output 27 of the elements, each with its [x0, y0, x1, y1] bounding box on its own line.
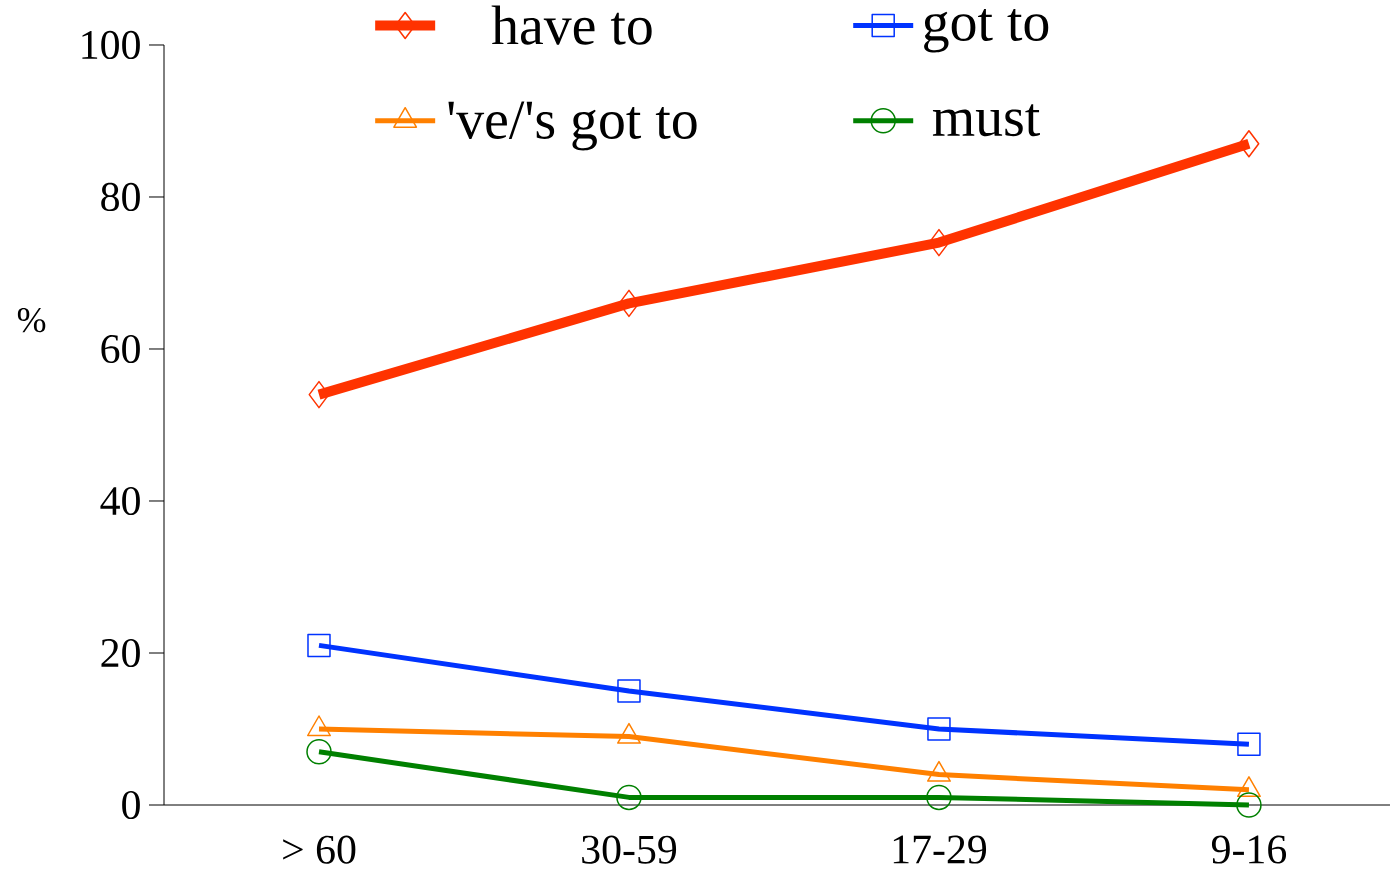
x-tick-label: > 60	[283, 835, 356, 864]
point	[306, 739, 332, 765]
x-tick-label: 9-16	[1211, 835, 1287, 864]
point	[926, 784, 952, 811]
point	[617, 679, 641, 703]
y-axis-title: %	[17, 307, 46, 333]
legend-label: have to	[491, 5, 652, 45]
point	[1238, 130, 1260, 158]
point	[927, 717, 951, 741]
point	[928, 228, 950, 257]
point	[307, 633, 331, 658]
point	[1237, 732, 1261, 756]
y-tick-label: 60	[101, 334, 140, 364]
legend-label: got to	[924, 9, 1049, 53]
y-tick-label: 100	[82, 30, 140, 60]
legend-label: must	[932, 104, 1040, 137]
point	[616, 784, 642, 811]
y-tick-label: 80	[101, 182, 140, 212]
y-tick-label: 20	[101, 638, 140, 668]
legend-label: 've/'s got to	[448, 101, 697, 151]
y-tick-label: 0	[122, 790, 140, 820]
x-tick-label: 17-29	[893, 835, 987, 864]
point	[1236, 792, 1262, 818]
y-tick-label: 40	[100, 486, 140, 516]
point	[308, 380, 330, 409]
point	[618, 289, 640, 318]
x-tick-label: 30-59	[582, 835, 677, 864]
